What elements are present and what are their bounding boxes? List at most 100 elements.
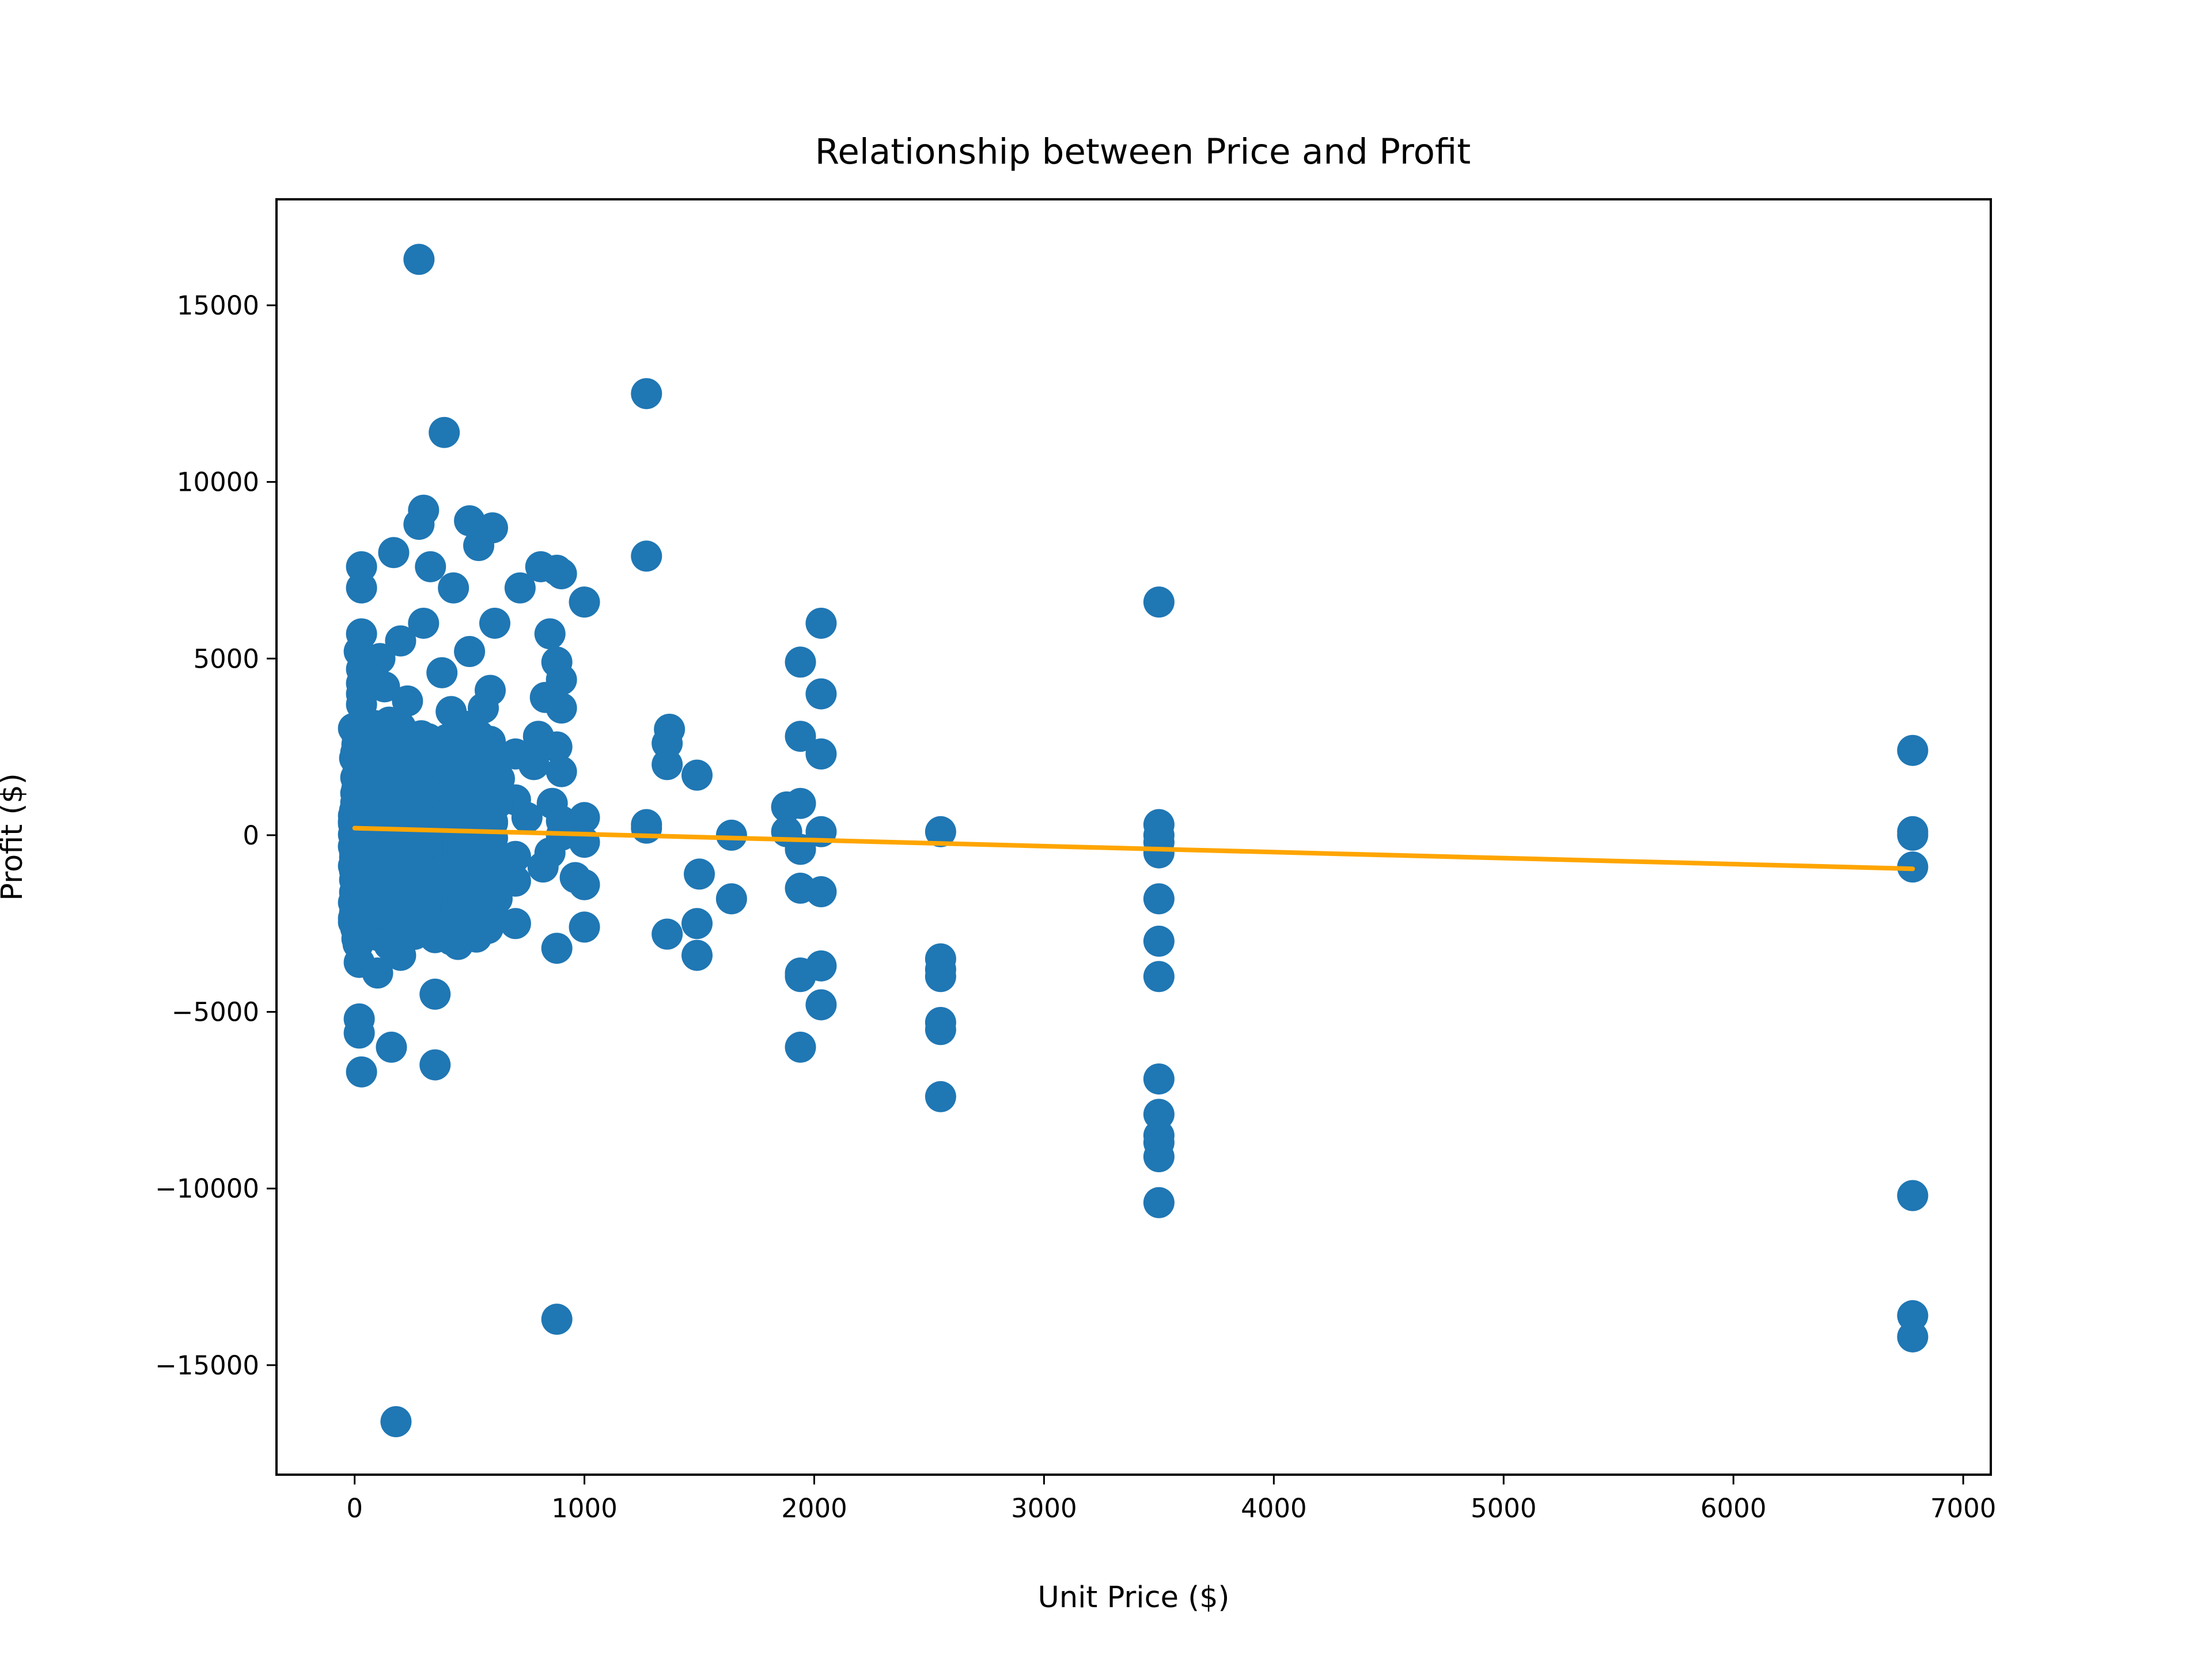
scatter-point xyxy=(403,509,435,540)
scatter-point xyxy=(429,416,460,448)
x-tick-label: 2000 xyxy=(781,1493,847,1524)
scatter-point xyxy=(1143,925,1175,957)
scatter-point xyxy=(1897,734,1929,766)
scatter-point xyxy=(415,869,446,900)
scatter-point xyxy=(479,607,510,639)
scatter-point xyxy=(364,897,396,929)
scatter-point xyxy=(805,607,837,639)
scatter-point xyxy=(805,738,837,770)
scatter-point xyxy=(1143,883,1175,915)
scatter-point xyxy=(440,915,472,946)
scatter-point xyxy=(499,908,531,940)
scatter-point xyxy=(504,572,536,604)
scatter-point xyxy=(511,802,543,834)
scatter-point xyxy=(925,1081,956,1112)
scatter-point xyxy=(396,791,428,823)
scatter-point xyxy=(415,551,446,582)
scatter-point xyxy=(376,1031,407,1063)
scatter-point xyxy=(373,706,405,738)
scatter-point xyxy=(419,745,451,777)
scatter-point xyxy=(681,759,713,791)
scatter-point xyxy=(346,1056,377,1088)
scatter-point xyxy=(569,827,600,858)
scatter-point xyxy=(1897,819,1929,851)
scatter-point xyxy=(417,915,449,946)
scatter-point xyxy=(631,540,662,572)
scatter-point xyxy=(546,692,577,724)
scatter-point xyxy=(715,819,747,851)
x-axis-ticks: 0 1000 2000 3000 4000 5000 6000 7000 xyxy=(346,1475,1996,1524)
scatter-point xyxy=(371,844,403,876)
y-tick-label: −15000 xyxy=(155,1350,259,1381)
x-tick-label: 5000 xyxy=(1471,1493,1537,1524)
y-tick-label: −10000 xyxy=(155,1173,259,1204)
scatter-point xyxy=(481,787,513,819)
scatter-point xyxy=(785,721,816,752)
scatter-point xyxy=(631,812,662,844)
scatter-point xyxy=(925,1014,956,1046)
scatter-point xyxy=(785,646,816,678)
scatter-point xyxy=(805,950,837,982)
scatter-point xyxy=(541,1304,573,1335)
scatter-point xyxy=(369,671,400,703)
scatter-point xyxy=(408,607,440,639)
scatter-point xyxy=(527,851,559,883)
scatter-point xyxy=(1143,1063,1175,1095)
scatter-point xyxy=(399,847,430,879)
scatter-point xyxy=(1143,1187,1175,1218)
y-tick-label: −5000 xyxy=(172,997,259,1028)
plot-area-frame xyxy=(275,198,1992,1476)
scatter-point xyxy=(385,940,416,971)
scatter-point xyxy=(534,618,566,650)
scatter-point xyxy=(499,865,531,897)
scatter-point xyxy=(569,911,600,943)
x-tick-label: 3000 xyxy=(1011,1493,1077,1524)
x-tick-label: 6000 xyxy=(1700,1493,1767,1524)
scatter-point xyxy=(785,1031,816,1063)
scatter-point xyxy=(346,717,377,749)
scatter-point xyxy=(343,1017,375,1049)
scatter-point xyxy=(631,378,662,410)
scatter-point xyxy=(468,823,499,855)
scatter-point xyxy=(431,798,463,830)
scatter-point xyxy=(652,918,683,950)
scatter-point xyxy=(454,636,486,668)
scatter-point xyxy=(1143,961,1175,993)
scatter-point xyxy=(925,816,956,847)
scatter-point xyxy=(652,749,683,781)
scatter-point xyxy=(346,572,377,604)
scatter-point xyxy=(805,876,837,908)
scatter-point xyxy=(362,957,393,989)
scatter-point xyxy=(1897,1321,1929,1353)
scatter-point xyxy=(385,625,416,657)
chart-title: Relationship between Price and Profit xyxy=(815,131,1471,172)
scatter-point xyxy=(463,731,495,763)
scatter-point xyxy=(569,586,600,618)
scatter-point xyxy=(771,816,802,847)
scatter-point xyxy=(403,244,435,275)
scatter-point xyxy=(541,554,573,586)
x-axis-label: Unit Price ($) xyxy=(1038,1581,1230,1615)
x-tick-label: 7000 xyxy=(1930,1493,1997,1524)
scatter-point xyxy=(805,678,837,710)
scatter-point xyxy=(435,696,467,728)
scatter-point xyxy=(541,731,573,763)
scatter-point xyxy=(447,880,479,911)
scatter-point xyxy=(1143,1141,1175,1173)
scatter-point xyxy=(463,530,495,562)
trend-line xyxy=(352,825,1915,872)
x-tick-label: 0 xyxy=(346,1493,363,1524)
trend-line-group xyxy=(352,825,1915,872)
scatter-point xyxy=(389,904,421,936)
scatter-point xyxy=(518,749,550,781)
y-tick-label: 5000 xyxy=(193,643,259,674)
scatter-point xyxy=(465,858,497,890)
y-axis-ticks: −15000 −10000 −5000 0 5000 10000 15000 xyxy=(155,290,276,1381)
scatter-point xyxy=(681,940,713,971)
scatter-point xyxy=(419,1049,451,1081)
scatter-point xyxy=(785,787,816,819)
scatter-point xyxy=(380,1406,412,1438)
y-tick-label: 15000 xyxy=(177,290,259,321)
